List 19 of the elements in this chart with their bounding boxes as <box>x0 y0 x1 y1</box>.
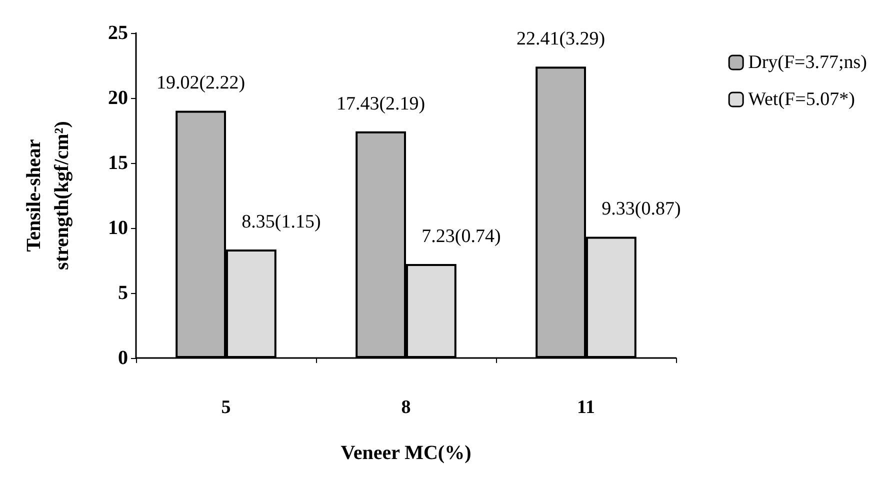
data-label: 19.02(2.22) <box>156 72 246 94</box>
x-axis-title: Veneer MC(%) <box>340 442 472 464</box>
data-label: 8.35(1.15) <box>242 211 321 232</box>
legend-label: Dry(F=3.77;ns) <box>748 52 868 73</box>
x-tick-label: 5 <box>221 397 231 418</box>
data-label: 17.43(2.19) <box>336 93 426 114</box>
data-label: 22.41(3.29) <box>516 28 606 50</box>
y-tick-label: 10 <box>108 217 128 239</box>
y-tick-label: 5 <box>118 282 128 304</box>
y-tick-label: 15 <box>108 152 128 174</box>
y-tick-label: 25 <box>108 22 128 44</box>
data-label: 9.33(0.87) <box>602 198 681 220</box>
y-tick-label: 0 <box>118 347 128 369</box>
x-tick-label: 8 <box>401 397 411 418</box>
legend-label: Wet(F=5.07*) <box>748 89 855 110</box>
data-label: 7.23(0.74) <box>422 226 501 248</box>
y-axis-title: Tensile-shear strength(kgf/cm²) <box>23 121 73 270</box>
x-tick-label: 11 <box>577 397 595 418</box>
y-tick-label: 20 <box>108 87 128 109</box>
